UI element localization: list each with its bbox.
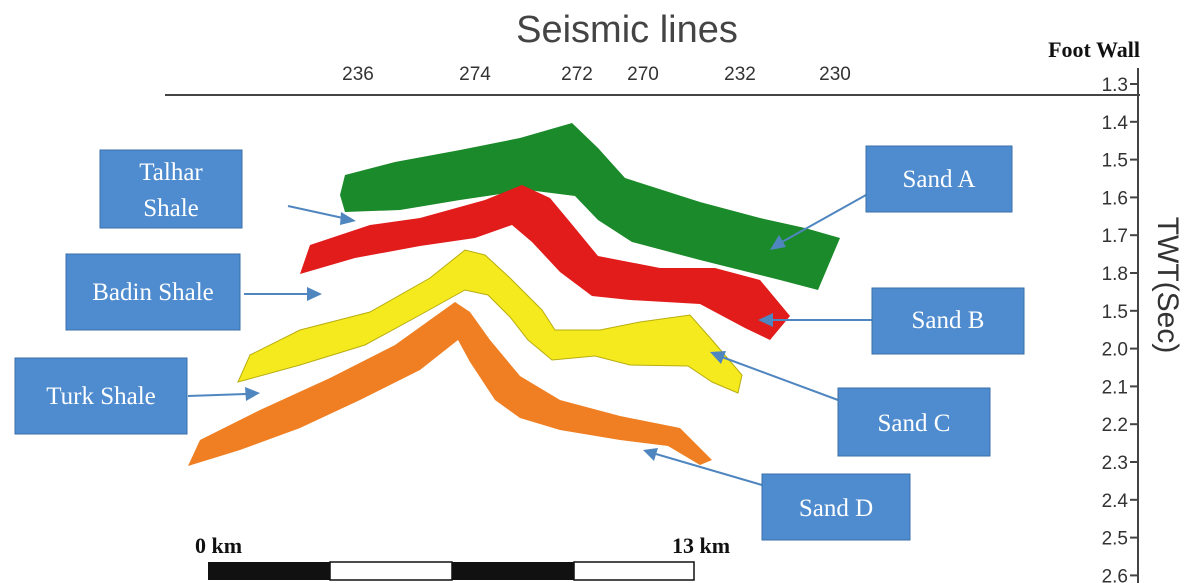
scale-start-label: 0 km <box>195 533 242 558</box>
scale-segment-3 <box>452 562 574 580</box>
y-axis-tick-label: 2.5 <box>1102 529 1128 550</box>
y-axis-tick-label: 1.5 <box>1102 302 1128 323</box>
scale-bar: 0 km 13 km <box>195 533 730 581</box>
label-sand-b-text: Sand B <box>912 307 985 334</box>
label-badin-shale: Badin Shale <box>65 253 241 331</box>
label-sand-a-text: Sand A <box>903 166 976 193</box>
y-axis-ticks: 1.3 1.4 1.5 1.6 1.7 1.8 1.5 2.0 2.1 2.2 2.3 2.4 2.5 2… <box>1102 75 1138 583</box>
y-axis-tick-label: 1.5 <box>1102 151 1128 172</box>
scale-segment-4 <box>573 561 695 581</box>
label-turk-text: Turk Shale <box>46 383 156 410</box>
arrow-sand-c <box>721 356 839 401</box>
arrow-sand-b-head <box>758 313 773 327</box>
label-sand-d: Sand D <box>761 473 911 541</box>
y-axis-tick-label: 1.8 <box>1102 264 1128 285</box>
label-sand-c-text: Sand C <box>878 410 951 437</box>
y-axis-tick-label: 2.0 <box>1102 340 1128 361</box>
label-talhar-line2: Shale <box>143 195 199 222</box>
y-axis-tick-label: 2.3 <box>1102 453 1128 474</box>
arrow-talhar <box>287 205 344 219</box>
y-axis-tick-label: 2.1 <box>1102 377 1128 398</box>
seismic-line-label: 274 <box>459 64 491 85</box>
seismic-line-label: 232 <box>724 64 756 85</box>
sand-c-horizon <box>237 249 743 394</box>
seismic-line-label: 236 <box>342 64 374 85</box>
sand-a-horizon <box>340 123 840 290</box>
arrow-sand-a <box>781 194 867 243</box>
label-talhar-shale: Talhar Shale <box>99 149 243 229</box>
foot-wall-label: Foot Wall <box>1048 37 1140 62</box>
seismic-line-label: 230 <box>819 64 851 85</box>
seismic-line-label: 270 <box>627 64 659 85</box>
label-sand-d-text: Sand D <box>799 495 873 522</box>
label-talhar-line1: Talhar <box>139 159 203 186</box>
sand-d-horizon <box>188 302 712 466</box>
arrows <box>187 194 872 486</box>
sand-b-horizon <box>300 185 790 340</box>
arrow-sand-c-head <box>710 351 726 364</box>
arrow-sand-d-head <box>643 448 658 461</box>
label-sand-a: Sand A <box>865 145 1013 213</box>
seismic-line-labels: 236 274 272 270 232 230 <box>342 64 851 85</box>
scale-end-label: 13 km <box>672 533 730 558</box>
seismic-line-label: 272 <box>561 64 593 85</box>
label-turk-shale: Turk Shale <box>14 357 188 435</box>
label-sand-b: Sand B <box>871 287 1025 355</box>
y-axis-label: TWT(Sec) <box>1151 217 1184 354</box>
arrow-badin-head <box>307 287 322 301</box>
y-axis-tick-label: 2.6 <box>1102 566 1128 583</box>
arrow-talhar-head <box>340 212 356 225</box>
arrow-turk-head <box>245 387 260 401</box>
arrow-turk <box>187 393 247 397</box>
y-axis-tick-label: 1.6 <box>1102 188 1128 209</box>
horizons <box>188 123 840 466</box>
scale-segment-1 <box>208 562 330 580</box>
label-badin-text: Badin Shale <box>92 279 214 306</box>
y-axis-tick-label: 1.3 <box>1102 75 1128 96</box>
diagram-title: Seismic lines <box>516 9 738 51</box>
label-sand-c: Sand C <box>837 387 991 457</box>
y-axis-tick-label: 1.7 <box>1102 226 1128 247</box>
y-axis-tick-label: 2.4 <box>1102 491 1129 512</box>
y-axis-tick-label: 2.2 <box>1102 415 1128 436</box>
y-axis-tick-label: 1.4 <box>1102 113 1129 134</box>
scale-segment-2 <box>329 561 453 581</box>
arrow-sand-d <box>655 453 763 486</box>
arrow-sand-a-head <box>770 235 786 250</box>
